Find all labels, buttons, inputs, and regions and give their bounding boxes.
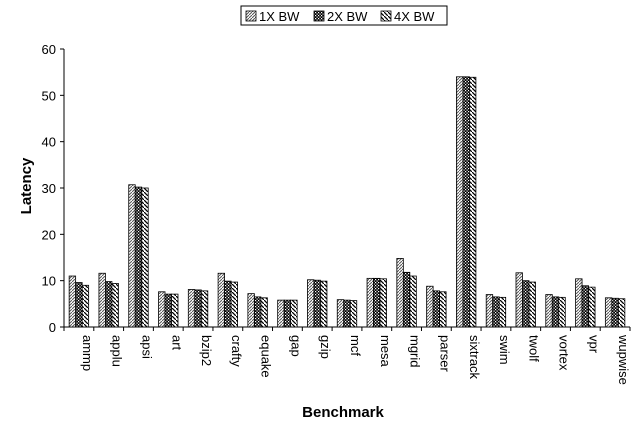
bar [528,281,536,328]
bar [68,275,77,328]
bar [379,278,387,328]
bar [247,293,255,328]
bar [98,272,106,328]
bar [230,281,238,328]
bar [604,297,613,328]
bar [260,297,268,328]
bar [171,293,179,328]
x-tick-label: twolf [527,335,542,362]
y-tick-label: 10 [42,274,56,289]
x-tick-label: mgrid [408,335,423,368]
bar [313,279,321,328]
bar [373,277,381,328]
legend-swatch [313,10,325,22]
bar [217,272,225,328]
x-tick-label: swim [497,335,512,365]
x-tick-label: ammp [80,335,95,371]
bar [588,286,596,328]
bar [551,296,560,328]
y-tick-label: 60 [42,42,56,57]
x-tick-label: crafty [229,335,244,367]
bar [456,76,464,328]
bar [283,299,292,328]
bar [320,280,328,328]
bar [432,290,441,328]
x-axis-title: Benchmark [302,404,384,421]
bar [492,296,500,328]
legend-swatch [245,10,257,22]
bar [164,293,172,328]
x-tick-label: bzip2 [199,335,214,366]
y-tick-label: 20 [42,227,56,242]
bar [277,299,285,328]
bar [575,278,583,328]
legend-label: 2X BW [327,9,368,24]
y-axis-title: Latency [18,157,35,214]
bar [134,186,143,328]
bar [545,294,553,328]
bar [498,296,507,328]
x-tick-label: vortex [557,335,572,371]
bar [307,279,315,328]
x-axis: ammp applu apsi art bzip2 crafty equake gap gzip… [63,326,631,385]
bar [253,296,262,328]
y-axis: 0 10 20 30 40 50 60 [42,42,65,335]
x-tick-label: sixtrack [467,335,482,380]
bar [111,283,119,328]
legend: 1X BW 2X BW 4X BW [240,5,448,26]
bar [75,282,83,328]
bar [396,258,404,328]
x-tick-label: gap [288,335,303,357]
y-tick-label: 40 [42,135,56,150]
bar [194,289,202,328]
bar [290,299,298,328]
x-tick-label: apsi [139,335,154,359]
bar [439,291,447,328]
x-tick-label: mcf [348,335,363,356]
bar [158,291,166,328]
bar [515,272,523,328]
bar [558,296,566,328]
bar [617,298,626,328]
bar [409,275,417,328]
bar [224,280,232,328]
legend-label: 1X BW [259,9,300,24]
x-tick-label: art [169,335,184,351]
bar [128,184,136,328]
bar [485,294,494,328]
bar [187,289,196,328]
x-tick-label: applu [110,335,125,367]
legend-box [240,5,448,26]
bar [462,76,470,328]
bar [611,297,619,328]
bar [200,290,209,328]
bar [336,299,345,328]
bar [426,285,434,328]
legend-label: 4X BW [394,9,435,24]
y-tick-label: 30 [42,181,56,196]
bar [581,285,589,328]
bar [402,271,411,328]
bar [105,281,113,328]
bar [343,299,351,328]
bars-group [68,76,626,328]
bar [522,280,530,328]
bar [141,187,149,328]
x-tick-label: vpr [586,335,601,354]
bar [469,76,477,328]
legend-swatch [380,10,392,22]
x-tick-label: mesa [378,335,393,368]
x-tick-label: equake [259,335,274,378]
bar [366,277,374,328]
x-tick-label: wupwise [616,334,631,385]
y-tick-label: 50 [42,88,56,103]
x-tick-label: gzip [318,335,333,359]
x-tick-label: parser [437,335,452,373]
bar [349,300,358,328]
y-tick-label: 0 [49,320,56,335]
bar [81,284,90,328]
